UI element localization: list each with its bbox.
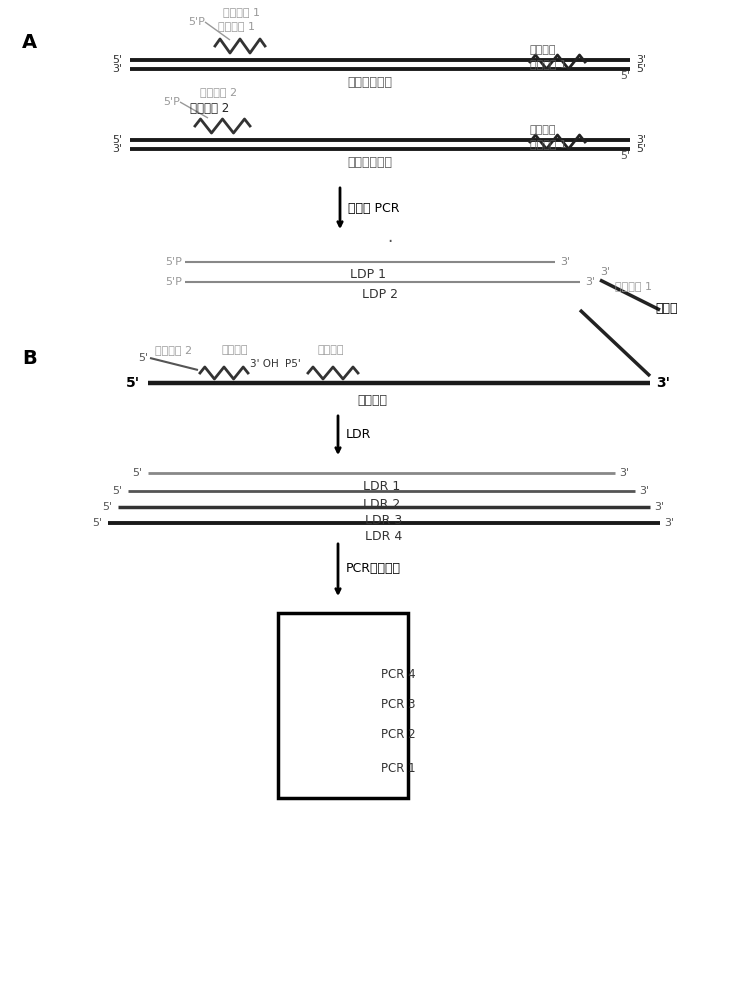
Text: 3': 3' xyxy=(112,144,122,154)
Text: 完全配对: 完全配对 xyxy=(357,394,387,408)
Text: 下游探针 2: 下游探针 2 xyxy=(200,87,237,97)
Text: 3': 3' xyxy=(664,518,674,528)
Text: 3': 3' xyxy=(560,257,570,267)
Text: 5': 5' xyxy=(112,55,122,65)
Text: 通用标签 1: 通用标签 1 xyxy=(615,281,652,291)
Text: PCR 4: PCR 4 xyxy=(381,668,416,682)
Text: 3': 3' xyxy=(112,64,122,74)
Text: 主观选择模板: 主观选择模板 xyxy=(347,156,393,169)
Bar xyxy=(278,613,408,798)
Text: 下游探针 1: 下游探针 1 xyxy=(223,7,260,17)
Text: 5': 5' xyxy=(102,502,112,512)
Text: 3' OH: 3' OH xyxy=(250,359,279,369)
Text: 3': 3' xyxy=(636,135,646,145)
Text: 5': 5' xyxy=(620,71,630,81)
Text: 上游探针: 上游探针 xyxy=(222,345,249,355)
Text: 5'P: 5'P xyxy=(163,97,180,107)
Text: 上游引物 1: 上游引物 1 xyxy=(218,21,255,31)
Text: 下游探针: 下游探针 xyxy=(318,345,344,355)
Text: A: A xyxy=(22,32,37,51)
Text: 5': 5' xyxy=(112,486,122,496)
Text: 反向引物: 反向引物 xyxy=(530,45,557,55)
Text: 反向引物: 反向引物 xyxy=(530,125,557,135)
Text: 3': 3' xyxy=(619,468,629,478)
Text: 5'P: 5'P xyxy=(165,257,182,267)
Text: 通用标签 1: 通用标签 1 xyxy=(530,139,567,149)
Text: 5'P: 5'P xyxy=(165,277,182,287)
Text: 5': 5' xyxy=(132,468,142,478)
Text: PCR 2: PCR 2 xyxy=(381,728,416,742)
Text: 5': 5' xyxy=(636,64,646,74)
Text: 填充物: 填充物 xyxy=(655,302,677,314)
Text: 3': 3' xyxy=(656,376,670,390)
Text: 3': 3' xyxy=(585,277,595,287)
Text: 通用标签 2: 通用标签 2 xyxy=(155,345,192,355)
Text: 主观选择模板: 主观选择模板 xyxy=(347,76,393,89)
Text: P5': P5' xyxy=(285,359,301,369)
Text: LDR 2: LDR 2 xyxy=(363,497,400,510)
Text: LDP 2: LDP 2 xyxy=(362,288,398,302)
Text: ·: · xyxy=(387,233,393,251)
Text: PCR 1: PCR 1 xyxy=(381,762,416,774)
Text: 3': 3' xyxy=(654,502,664,512)
Text: LDR 4: LDR 4 xyxy=(365,530,402,542)
Text: 3': 3' xyxy=(600,267,610,277)
Text: 通用标签 1: 通用标签 1 xyxy=(530,59,567,69)
Text: PCR扩增检测: PCR扩增检测 xyxy=(346,562,401,576)
Text: 5': 5' xyxy=(636,144,646,154)
Text: 5': 5' xyxy=(620,151,630,161)
Text: 5': 5' xyxy=(112,135,122,145)
Text: LDR 3: LDR 3 xyxy=(365,514,402,526)
Text: PCR 3: PCR 3 xyxy=(381,698,416,712)
Text: 3': 3' xyxy=(636,55,646,65)
Text: 5'P: 5'P xyxy=(188,17,205,27)
Text: 5': 5' xyxy=(92,518,102,528)
Text: LDP 1: LDP 1 xyxy=(350,268,386,282)
Text: B: B xyxy=(22,349,37,367)
Text: 5': 5' xyxy=(126,376,140,390)
Text: LDR 1: LDR 1 xyxy=(363,480,400,492)
Text: 5': 5' xyxy=(138,353,148,363)
Text: 不对称 PCR: 不对称 PCR xyxy=(348,202,399,215)
Text: 3': 3' xyxy=(639,486,649,496)
Text: 正向引物 2: 正向引物 2 xyxy=(190,102,229,114)
Text: LDR: LDR xyxy=(346,428,371,442)
